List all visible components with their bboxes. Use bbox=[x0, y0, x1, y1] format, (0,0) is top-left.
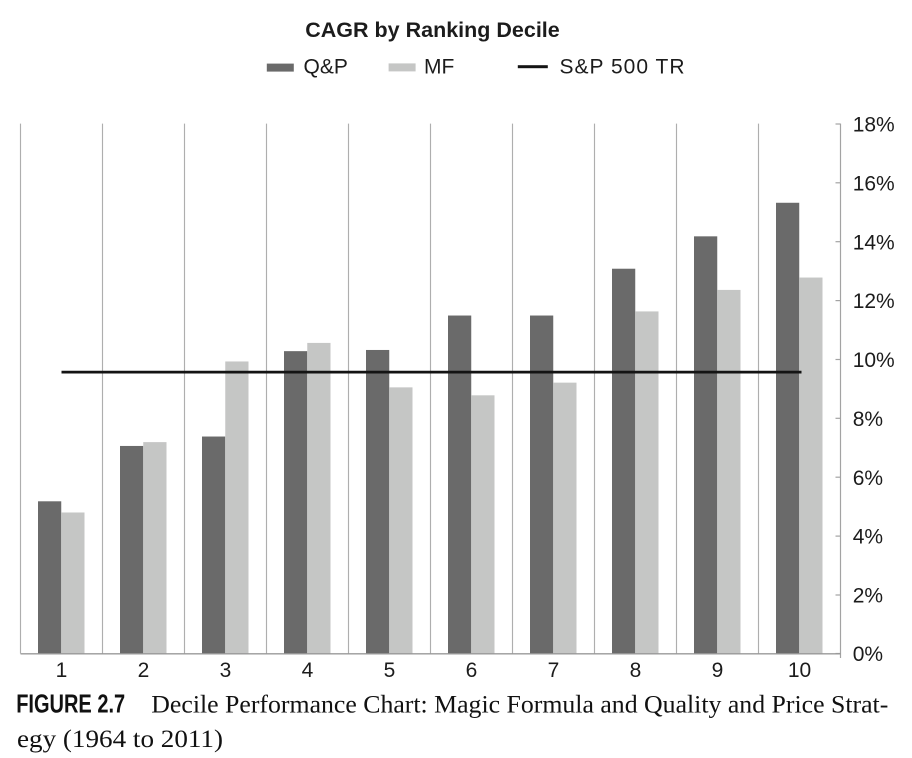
svg-text:1: 1 bbox=[56, 659, 68, 682]
svg-text:10%: 10% bbox=[853, 349, 895, 372]
svg-text:9: 9 bbox=[712, 659, 724, 682]
svg-text:18%: 18% bbox=[853, 114, 895, 137]
svg-text:2%: 2% bbox=[853, 585, 883, 608]
svg-text:MF: MF bbox=[424, 55, 454, 78]
svg-text:egy (1964 to 2011): egy (1964 to 2011) bbox=[17, 726, 223, 753]
svg-text:14%: 14% bbox=[853, 231, 895, 254]
svg-text:S&P 500 TR: S&P 500 TR bbox=[560, 55, 685, 78]
svg-text:16%: 16% bbox=[853, 172, 895, 195]
svg-text:10: 10 bbox=[788, 659, 811, 682]
svg-text:8: 8 bbox=[630, 659, 642, 682]
svg-text:4%: 4% bbox=[853, 526, 883, 549]
svg-text:CAGR by Ranking Decile: CAGR by Ranking Decile bbox=[305, 18, 560, 42]
svg-text:FIGURE 2.7: FIGURE 2.7 bbox=[16, 689, 125, 718]
svg-text:0%: 0% bbox=[853, 643, 883, 666]
svg-text:Decile Performance Chart: Magi: Decile Performance Chart: Magic Formula … bbox=[151, 692, 888, 719]
svg-text:7: 7 bbox=[548, 659, 560, 682]
svg-text:6%: 6% bbox=[853, 467, 883, 490]
svg-text:2: 2 bbox=[138, 659, 150, 682]
svg-text:Q&P: Q&P bbox=[304, 55, 348, 78]
svg-text:4: 4 bbox=[302, 659, 314, 682]
svg-text:3: 3 bbox=[220, 659, 232, 682]
svg-text:12%: 12% bbox=[853, 290, 895, 313]
svg-text:5: 5 bbox=[384, 659, 396, 682]
svg-text:8%: 8% bbox=[853, 408, 883, 431]
svg-text:6: 6 bbox=[466, 659, 478, 682]
